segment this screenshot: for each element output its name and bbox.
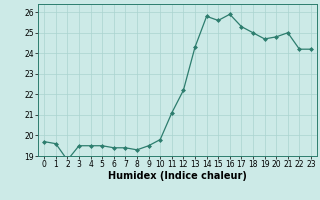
X-axis label: Humidex (Indice chaleur): Humidex (Indice chaleur) — [108, 171, 247, 181]
